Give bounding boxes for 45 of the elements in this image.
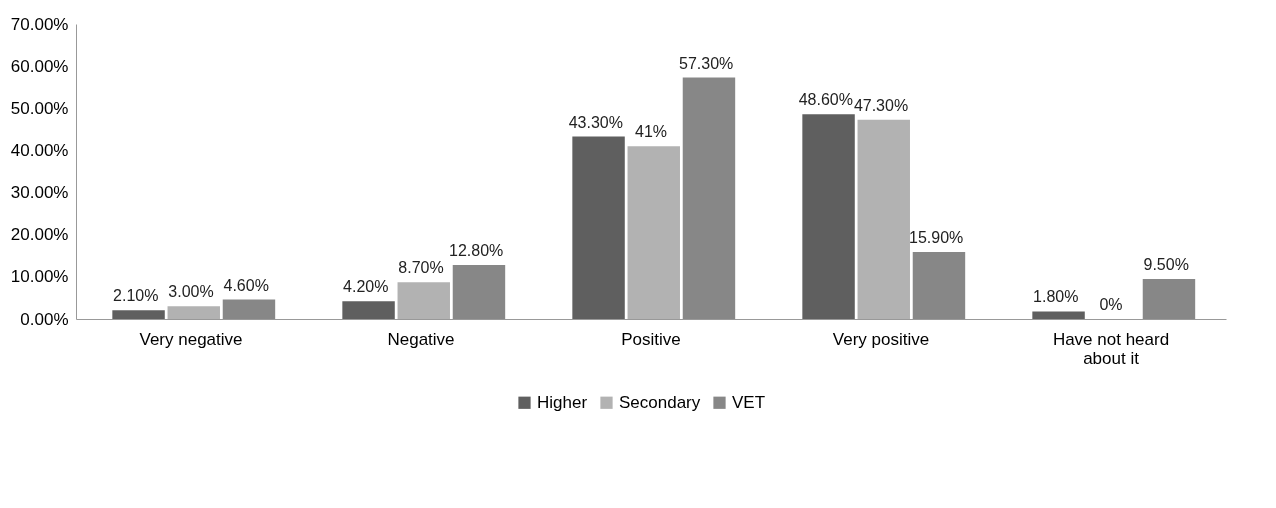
data-label: 41% <box>634 123 668 141</box>
data-label: 8.70% <box>398 259 444 277</box>
bar <box>627 146 680 319</box>
bar <box>112 310 165 319</box>
y-tick-label: 40.00% <box>10 140 69 160</box>
bar <box>1142 278 1196 319</box>
data-label: 4.20% <box>343 278 389 296</box>
y-tick-label: 60.00% <box>10 56 69 76</box>
x-tick-label: Positive <box>621 329 681 349</box>
bar <box>857 119 910 319</box>
x-tick-label: Very negative <box>139 329 243 349</box>
data-label: 3.00% <box>168 283 214 301</box>
y-tick-label: 70.00% <box>10 14 69 34</box>
data-label: 0% <box>1099 296 1123 313</box>
bar <box>682 77 736 319</box>
bar <box>802 114 855 319</box>
y-tick-label: 50.00% <box>10 98 69 118</box>
bar <box>1032 311 1085 319</box>
legend-label: Higher <box>537 392 588 412</box>
bar <box>167 306 220 319</box>
y-tick-label: 30.00% <box>10 183 69 203</box>
data-label: 12.80% <box>449 242 504 260</box>
legend-label: Secondary <box>619 392 701 412</box>
y-tick-label: 0.00% <box>20 309 69 329</box>
bar <box>222 299 276 319</box>
data-label: 57.30% <box>679 54 734 72</box>
y-tick-label: 10.00% <box>10 267 69 287</box>
bar <box>452 265 506 319</box>
data-label: 15.90% <box>909 228 964 246</box>
data-label: 48.60% <box>798 91 853 109</box>
data-label: 2.10% <box>113 287 159 305</box>
data-label: 43.30% <box>568 113 623 131</box>
data-label: 1.80% <box>1033 288 1079 306</box>
bar <box>342 301 395 319</box>
x-tick-label: Very positive <box>832 329 930 349</box>
bar <box>572 136 625 319</box>
data-label: 9.50% <box>1143 255 1189 273</box>
x-tick-label: Negative <box>387 329 455 349</box>
bar <box>912 251 966 319</box>
data-label: 47.30% <box>853 96 909 114</box>
legend-label: VET <box>732 392 766 412</box>
data-label: 4.60% <box>223 276 269 294</box>
x-tick-label: Have not heard about it <box>1052 329 1170 368</box>
y-tick-label: 20.00% <box>10 225 69 245</box>
bar <box>397 282 450 319</box>
